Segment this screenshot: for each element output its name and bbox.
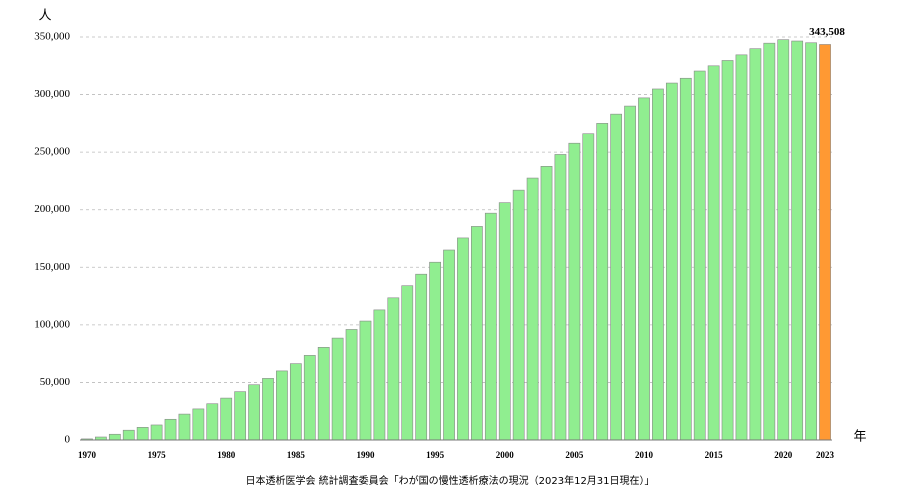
x-tick-label: 2010	[635, 450, 654, 460]
value-label: 343,508	[809, 26, 845, 38]
x-unit: 年	[853, 430, 866, 445]
y-tick-label: 350,000	[34, 31, 70, 43]
x-tick-label: 1980	[217, 450, 236, 460]
y-tick-label: 150,000	[34, 261, 70, 273]
bar	[192, 408, 205, 441]
bar	[512, 189, 525, 441]
bar	[777, 39, 790, 441]
x-tick-label: 1995	[426, 450, 445, 460]
bar	[763, 42, 776, 441]
bar	[652, 88, 664, 441]
y-unit: 人	[38, 9, 51, 24]
bar	[317, 347, 330, 441]
bar	[331, 337, 344, 441]
bar	[289, 363, 302, 441]
x-tick-label: 2015	[705, 450, 724, 460]
bar	[819, 44, 831, 441]
y-tick-label: 50,000	[40, 376, 71, 388]
bar	[457, 237, 469, 441]
bar	[234, 391, 247, 441]
bar	[164, 418, 177, 441]
x-tick-label: 2000	[496, 450, 515, 460]
x-tick-label: 1975	[148, 450, 167, 460]
bar	[540, 166, 553, 441]
y-tick-label: 250,000	[34, 146, 70, 158]
bar	[638, 97, 650, 441]
bar	[108, 433, 121, 441]
bar	[805, 42, 817, 441]
bar	[415, 273, 428, 441]
bar	[624, 105, 636, 441]
bar	[401, 285, 414, 441]
bar	[178, 413, 191, 441]
bar	[150, 424, 163, 441]
bar	[721, 60, 734, 441]
bar	[554, 154, 567, 441]
bar	[206, 403, 219, 441]
bar	[791, 40, 804, 441]
bar	[359, 320, 372, 441]
bar	[303, 355, 316, 441]
bar	[610, 113, 623, 441]
bar	[373, 309, 386, 441]
bar	[665, 82, 678, 441]
bar	[248, 384, 260, 441]
x-tick-label: 2005	[565, 450, 584, 460]
x-tick-label: 1990	[356, 450, 375, 460]
bar	[582, 133, 595, 441]
bar	[498, 202, 511, 441]
bar	[220, 397, 233, 441]
bar	[749, 48, 762, 441]
bar	[707, 65, 720, 441]
x-tick-label: 1970	[78, 450, 97, 460]
y-tick-label: 200,000	[34, 203, 70, 215]
x-tick-label: 1985	[287, 450, 306, 460]
bar	[122, 429, 135, 441]
y-tick-label: 100,000	[34, 318, 70, 330]
bar	[429, 261, 441, 441]
bar	[276, 370, 288, 441]
bar	[471, 226, 483, 441]
source: 日本透析医学会 統計調査委員会「わが国の慢性透析療法の現況（2023年12月31…	[245, 474, 654, 487]
bar	[484, 212, 497, 441]
bar	[345, 329, 358, 441]
bar	[526, 177, 539, 441]
bar	[596, 123, 609, 441]
bar	[693, 70, 706, 441]
bar	[136, 427, 149, 441]
x-tick-label: 2023	[816, 450, 835, 460]
x-tick-label: 2020	[774, 450, 793, 460]
bar	[735, 54, 748, 441]
bar	[679, 77, 692, 441]
bar	[443, 249, 455, 441]
y-tick-label: 0	[65, 434, 71, 446]
bar	[262, 378, 274, 441]
bar	[568, 142, 581, 441]
y-tick-label: 300,000	[34, 88, 70, 100]
bar	[387, 297, 400, 441]
